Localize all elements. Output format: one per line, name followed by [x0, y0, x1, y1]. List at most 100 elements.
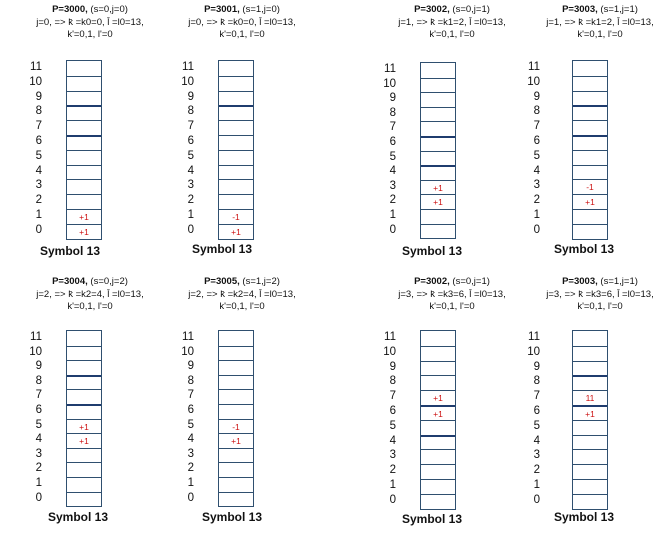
row-number: 10 — [527, 345, 540, 358]
grid-cell-10 — [573, 345, 607, 361]
grid-cell-1 — [421, 209, 455, 224]
grid-cell-0 — [219, 491, 253, 507]
grid-cell-5 — [573, 149, 607, 165]
row-number: 6 — [533, 405, 540, 417]
grid-cell-10 — [421, 345, 455, 361]
panel-header: P=3001, (s=1,j=0) j=0, => k̄ =k0=0, l̄ =l… — [150, 4, 334, 42]
row-number: 6 — [533, 135, 540, 147]
row-number: 0 — [533, 223, 540, 236]
index-line: j=2, => k̄ =k2=4, l̄ =l0=13, — [36, 288, 144, 300]
row-number: 11 — [30, 61, 42, 73]
p-value: P=3003, — [562, 4, 598, 15]
row-number: 2 — [35, 462, 42, 475]
kprime-line: k'=0,1, l'=0 — [219, 301, 265, 312]
index-line: j=2, => k̄ =k2=4, l̄ =l0=13, — [188, 288, 296, 300]
row-number: 6 — [187, 135, 194, 147]
grid-cell-9 — [421, 360, 455, 376]
index-line: j=3, => k̄ =k3=6, l̄ =l0=13, — [398, 288, 506, 300]
grid-cell-3 — [219, 447, 253, 463]
grid-cell-8 — [67, 374, 101, 390]
sj-value: (s=0,j=1) — [452, 276, 490, 287]
row-number: 11 — [182, 61, 194, 73]
row-number: 9 — [187, 360, 194, 373]
p-value: P=3004, — [52, 276, 88, 287]
grid-cell-0 — [573, 493, 607, 509]
resource-column: +1 +1 — [420, 62, 456, 240]
grid-cell-4 — [67, 164, 101, 180]
grid-cell-6 — [573, 135, 607, 150]
resource-column: +1 +1 — [66, 60, 102, 240]
index-line: j=0, => k̄ =k0=0, l̄ =l0=13, — [188, 16, 296, 28]
grid-cell-4 — [421, 165, 455, 180]
grid-cell-11 — [219, 331, 253, 346]
kprime-line: k'=0,1, l'=0 — [429, 29, 475, 40]
grid-cell-9 — [219, 360, 253, 375]
grid-cell-1 — [573, 479, 607, 494]
grid-cell-6: +1 — [421, 405, 455, 420]
row-number: 9 — [187, 90, 194, 103]
row-number: 7 — [389, 121, 396, 134]
grid-cell-5 — [421, 419, 455, 435]
row-number: 5 — [389, 419, 396, 432]
row-number: 3 — [187, 447, 194, 460]
grid-cell-9 — [67, 360, 101, 375]
p-value: P=3002, — [414, 276, 450, 287]
symbol-panel: P=3003, (s=1,j=1) j=1, => k̄ =k1=2, l̄ =l… — [520, 4, 660, 266]
grid-cell-1 — [219, 477, 253, 492]
grid-cell-6 — [67, 404, 101, 419]
p-value: P=3002, — [414, 4, 450, 15]
grid-cell-6 — [67, 135, 101, 150]
kprime-line: k'=0,1, l'=0 — [67, 29, 113, 40]
cell-value: +1 — [433, 197, 443, 208]
row-number: 2 — [533, 194, 540, 207]
grid-cell-8 — [573, 105, 607, 120]
grid-cell-2 — [421, 464, 455, 479]
grid-cell-5 — [219, 149, 253, 165]
kprime-line: k'=0,1, l'=0 — [577, 301, 623, 312]
symbol-label: Symbol 13 — [202, 510, 263, 524]
row-number: 0 — [389, 493, 396, 506]
resource-column: +1 +1 — [420, 330, 456, 510]
row-number: 9 — [533, 90, 540, 103]
grid-cell-11 — [67, 331, 101, 346]
sj-value: (s=1,j=1) — [600, 276, 638, 287]
row-number: 4 — [533, 434, 540, 447]
row-number: 7 — [533, 390, 540, 403]
row-number: 1 — [533, 479, 540, 491]
grid-cell-8 — [219, 374, 253, 390]
row-number: 5 — [533, 419, 540, 432]
cell-value: 11 — [585, 393, 595, 404]
kprime-line: k'=0,1, l'=0 — [429, 301, 475, 312]
grid-cell-11 — [573, 331, 607, 346]
grid-cell-0: +1 — [219, 223, 253, 239]
row-number: 4 — [533, 164, 540, 177]
row-number: 8 — [389, 106, 396, 119]
cell-value: +1 — [433, 409, 443, 419]
grid-cell-0 — [573, 223, 607, 239]
row-number: 1 — [187, 477, 194, 489]
grid-cell-2 — [67, 194, 101, 209]
row-number: 8 — [187, 374, 194, 387]
grid-cell-3 — [219, 179, 253, 194]
row-number: 8 — [35, 105, 42, 118]
grid-cell-3 — [67, 179, 101, 194]
row-number: 9 — [389, 360, 396, 373]
cell-value: +1 — [585, 197, 595, 208]
row-number: 6 — [389, 136, 396, 148]
index-line: j=1, => k̄ =k1=2, l̄ =l0=13, — [546, 16, 654, 28]
symbol-panel: P=3003, (s=1,j=1) j=3, => k̄ =k3=6, l̄ =l… — [520, 276, 660, 538]
row-number: 2 — [389, 464, 396, 477]
cell-value: +1 — [79, 436, 89, 447]
grid-cell-10 — [573, 75, 607, 91]
grid-cell-3: +1 — [421, 179, 455, 195]
grid-cell-7: 11 — [573, 390, 607, 405]
index-line: j=0, => k̄ =k0=0, l̄ =l0=13, — [36, 16, 144, 28]
row-number: 11 — [384, 63, 396, 75]
row-number: 1 — [533, 209, 540, 221]
grid-cell-1: -1 — [219, 209, 253, 224]
kprime-line: k'=0,1, l'=0 — [219, 29, 265, 40]
grid-cell-9 — [219, 90, 253, 106]
row-number: 2 — [389, 194, 396, 207]
resource-column: -1 +1 — [572, 60, 608, 240]
symbol-label: Symbol 13 — [554, 510, 615, 524]
